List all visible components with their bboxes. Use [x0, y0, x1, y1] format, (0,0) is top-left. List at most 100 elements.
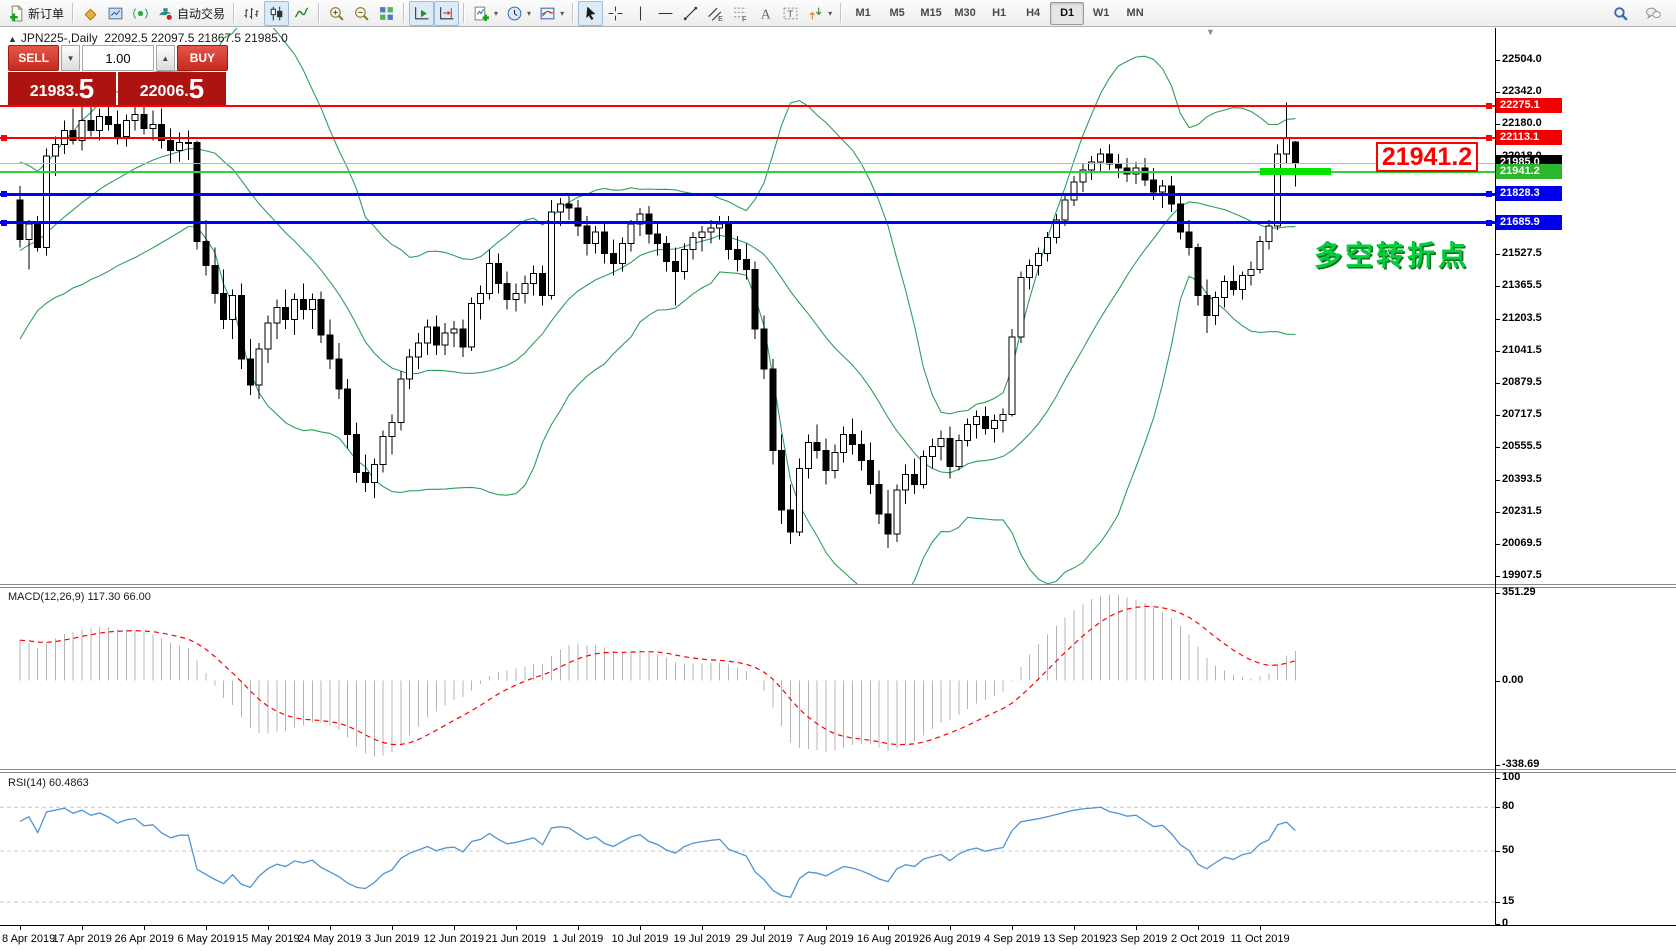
line-handle[interactable] [1486, 191, 1492, 198]
date-axis-label: 4 Sep 2019 [983, 933, 1041, 945]
buy-button[interactable]: BUY [176, 45, 228, 71]
buy-price-main: 22006. [139, 83, 189, 100]
text-label-button[interactable]: T [778, 1, 803, 26]
signals-button[interactable] [128, 1, 153, 26]
crosshair-button[interactable] [603, 1, 628, 26]
price-axis-tick: 21203.5 [1502, 311, 1542, 324]
horizontal-line-22113.1[interactable] [0, 137, 1495, 139]
scroll-position-marker[interactable]: ▼ [1206, 27, 1215, 37]
sell-price-pips: 5 [78, 73, 95, 104]
date-axis[interactable]: 8 Apr 2019 17 Apr 2019 26 Apr 2019 6 May 20… [0, 925, 1676, 951]
axis-tick-mark [1496, 415, 1500, 417]
new-order-button[interactable]: 新订单 [4, 1, 68, 26]
axis-tick-mark [1496, 924, 1500, 925]
collapse-icon[interactable]: ▲ [8, 34, 17, 44]
community-button[interactable] [1641, 1, 1666, 26]
pane-divider[interactable] [0, 769, 1676, 773]
timeframe-m15[interactable]: M15 [914, 2, 948, 25]
chart-shift-icon [438, 5, 455, 22]
zoom-out-button[interactable] [349, 1, 374, 26]
timeframe-h4[interactable]: H4 [1016, 2, 1050, 25]
price-axis-tick: 20393.5 [1502, 472, 1542, 485]
date-axis-label: 26 Apr 2019 [114, 933, 174, 945]
timeframe-d1[interactable]: D1 [1050, 1, 1085, 25]
periods-icon [506, 5, 523, 22]
date-axis-label: 2 Oct 2019 [1170, 933, 1225, 945]
axis-tick-mark [1496, 511, 1500, 513]
toolbar-separator [72, 3, 75, 23]
horizontal-line-21685.9[interactable] [0, 221, 1495, 224]
equidistant-channel-button[interactable]: E [703, 1, 728, 26]
fibonacci-button[interactable]: F [728, 1, 753, 26]
autotrading-button[interactable]: 自动交易 [153, 1, 229, 26]
svg-text:A: A [761, 6, 771, 21]
price-axis-tick: 21041.5 [1502, 343, 1542, 356]
price-line-label: 21941.2 [1496, 163, 1562, 179]
market-watch-button[interactable] [78, 1, 103, 26]
chart-title: ▲ JPN225-,Daily 22092.5 22097.5 21867.5 2… [8, 31, 288, 45]
tile-windows-button[interactable] [374, 1, 399, 26]
horizontal-line-22275.1[interactable] [0, 105, 1495, 107]
volume-input[interactable] [82, 45, 154, 71]
line-handle[interactable] [1, 134, 7, 141]
date-axis-label: 23 Sep 2019 [1104, 933, 1168, 945]
zoom-in-button[interactable] [324, 1, 349, 26]
date-axis-label: 24 May 2019 [297, 933, 362, 945]
horizontal-line-21828.3[interactable] [0, 193, 1495, 196]
line-handle[interactable] [1486, 102, 1492, 109]
volume-decrease-button[interactable]: ▼ [61, 45, 80, 71]
volume-increase-button[interactable]: ▲ [156, 45, 175, 71]
chart-shift-button[interactable] [434, 0, 460, 26]
axis-tick-mark [1496, 92, 1500, 94]
trendline-button[interactable] [678, 1, 703, 26]
timeframe-m1[interactable]: M1 [846, 2, 880, 25]
bar-chart-button[interactable] [239, 1, 264, 26]
one-click-trading-panel: SELL ▼ ▲ BUY 21983.5 22006.5 [8, 45, 228, 105]
macd-indicator-pane[interactable] [0, 588, 1495, 769]
toolbar-separator [318, 3, 321, 23]
line-handle[interactable] [1, 219, 7, 226]
line-handle[interactable] [1486, 219, 1492, 226]
arrows-button[interactable]: ▾ [803, 1, 836, 26]
line-chart-button[interactable] [289, 1, 314, 26]
cursor-button[interactable] [578, 0, 604, 26]
price-chart-pane[interactable] [0, 28, 1495, 584]
toolbar-separator [840, 3, 843, 23]
data-window-button[interactable] [103, 1, 128, 26]
date-tick-mark [1259, 926, 1261, 930]
auto-scroll-button[interactable] [409, 0, 435, 26]
line-handle[interactable] [1, 191, 7, 198]
candlestick-button[interactable] [264, 0, 290, 26]
indicators-button[interactable]: ▾ [469, 1, 502, 26]
search-button[interactable] [1608, 1, 1633, 26]
line-handle[interactable] [1486, 134, 1492, 141]
buy-price-display[interactable]: 22006. 5 [118, 72, 226, 105]
periods-button[interactable]: ▾ [502, 1, 535, 26]
date-tick-mark [81, 926, 83, 930]
timeframe-m5[interactable]: M5 [880, 2, 914, 25]
horizontal-line-21941.2[interactable] [0, 171, 1495, 173]
toolbar-button-label: M15 [920, 7, 942, 19]
price-axis-tick: 20879.5 [1502, 375, 1542, 388]
sell-button[interactable]: SELL [8, 45, 60, 71]
date-tick-mark [20, 926, 21, 930]
cn-annotation-text[interactable]: 多空转折点 [1314, 240, 1470, 271]
macd-label: MACD(12,26,9) 117.30 66.00 [8, 591, 151, 603]
pane-divider[interactable] [0, 584, 1676, 588]
price-axis-tick: 20231.5 [1502, 504, 1542, 517]
vertical-line-button[interactable] [628, 1, 653, 26]
date-tick-mark [887, 926, 889, 930]
rsi-indicator-pane[interactable] [0, 774, 1495, 925]
templates-button[interactable]: ▾ [535, 1, 568, 26]
timeframe-mn[interactable]: MN [1118, 2, 1152, 25]
price-annotation-box[interactable]: 21941.2 [1376, 142, 1478, 172]
timeframe-m30[interactable]: M30 [948, 2, 982, 25]
sell-price-display[interactable]: 21983. 5 [8, 72, 116, 105]
turning-point-marker[interactable] [1259, 168, 1331, 175]
chart-symbol-period: JPN225-,Daily [20, 31, 98, 45]
axis-tick-mark [1496, 124, 1500, 126]
timeframe-w1[interactable]: W1 [1084, 2, 1118, 25]
horizontal-line-button[interactable] [653, 1, 678, 26]
timeframe-h1[interactable]: H1 [982, 2, 1016, 25]
text-button[interactable]: A [753, 1, 778, 26]
